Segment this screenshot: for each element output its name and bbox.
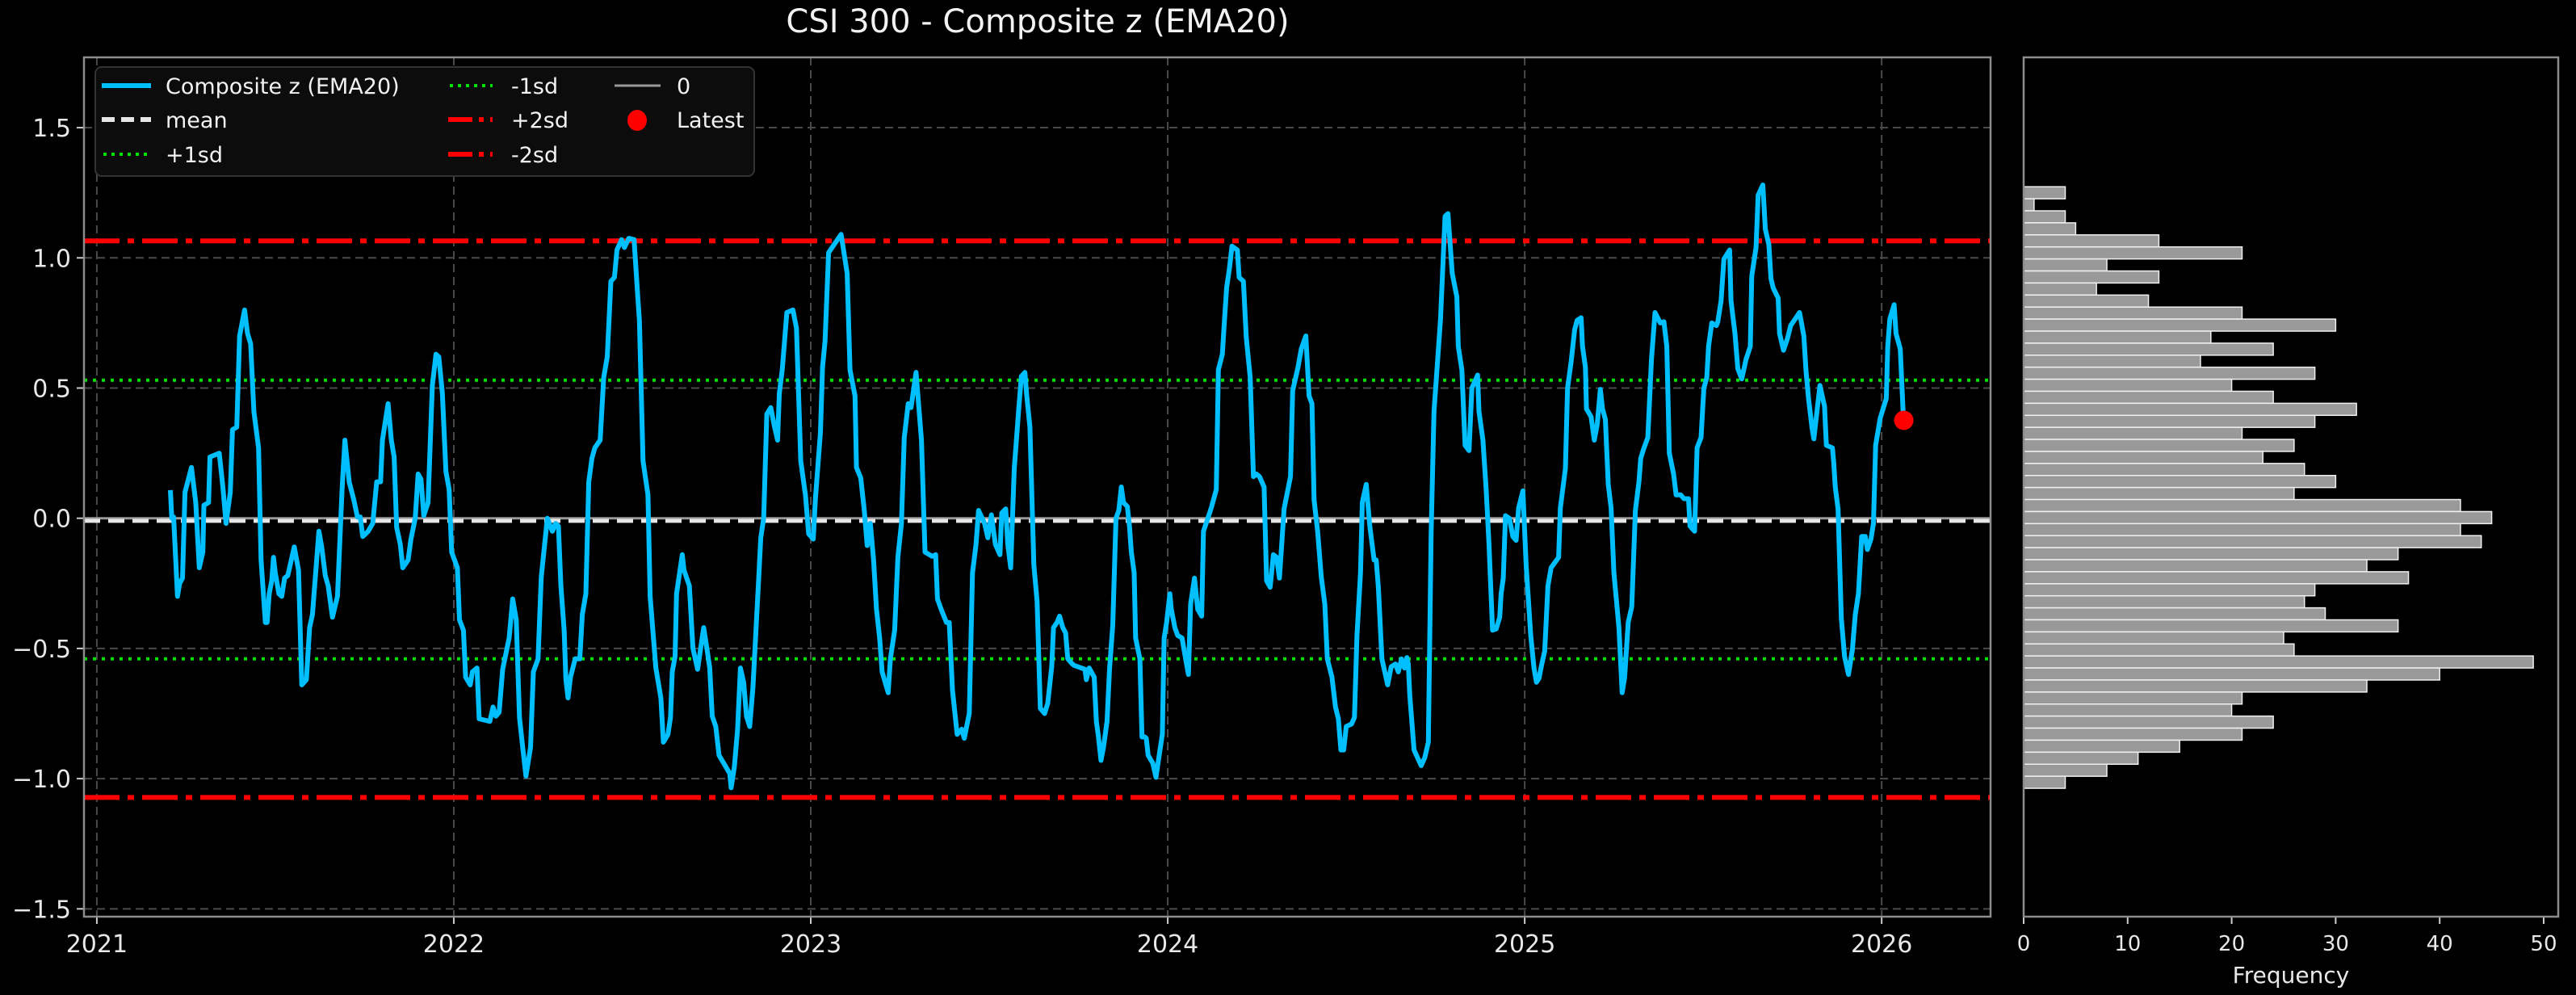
histogram-bar — [2023, 426, 2243, 440]
histogram-bar — [2023, 547, 2399, 560]
histogram-bar — [2023, 535, 2482, 548]
histogram-bar — [2023, 510, 2493, 525]
histogram-bar — [2023, 775, 2066, 789]
legend: Composite z (EMA20) mean +1sd -1sd +2sd … — [94, 66, 755, 177]
hist-x-tick-label: 20 — [2218, 932, 2245, 956]
hist-x-axis-label: Frequency — [2233, 962, 2350, 989]
legend-label-zero: 0 — [677, 74, 690, 99]
histogram-bar — [2023, 463, 2305, 477]
x-tick-label: 2026 — [1851, 930, 1912, 959]
legend-label-plus-2sd: +2sd — [511, 108, 568, 133]
y-tick-label: −1.0 — [12, 766, 71, 794]
histogram-bar — [2023, 366, 2316, 380]
histogram-bar — [2023, 739, 2180, 754]
histogram-bar — [2023, 402, 2357, 417]
histogram-bar — [2023, 619, 2399, 633]
histogram-bar — [2023, 486, 2295, 501]
hist-x-tick-label: 10 — [2114, 932, 2141, 956]
histogram-bar — [2023, 763, 2108, 777]
histogram-bar — [2023, 691, 2243, 705]
hist-x-tick-label: 40 — [2427, 932, 2453, 956]
histogram-bar — [2023, 342, 2274, 356]
x-tick-label: 2021 — [66, 930, 128, 959]
histogram-bar — [2023, 258, 2108, 272]
x-tick-label: 2022 — [423, 930, 485, 959]
x-tick-label: 2025 — [1494, 930, 1555, 959]
histogram-axes: 0 10 20 30 40 50 Frequency — [2017, 56, 2560, 989]
main-axes: −1.5 −1.0 −0.5 0.0 0.5 1.0 1.5 2021 2022 2023 2024… — [12, 56, 1992, 959]
main-axes-frame — [82, 56, 1992, 918]
legend-label-minus-2sd: -2sd — [511, 143, 558, 168]
legend-label-minus-1sd: -1sd — [511, 74, 558, 99]
legend-handle-latest — [627, 110, 647, 131]
hist-x-tick-label: 0 — [2017, 932, 2031, 956]
histogram-bar — [2023, 355, 2201, 368]
histogram-bar — [2023, 474, 2337, 489]
histogram-bar — [2023, 751, 2139, 766]
x-tick-label: 2024 — [1137, 930, 1198, 959]
histogram-bar — [2023, 703, 2233, 717]
legend-label-plus-1sd: +1sd — [166, 143, 223, 168]
histogram-bar — [2023, 390, 2274, 405]
histogram-bar — [2023, 631, 2284, 645]
chart-title: CSI 300 - Composite z (EMA20) — [786, 3, 1289, 40]
histogram-bar — [2023, 523, 2461, 536]
histogram-bar — [2023, 607, 2326, 621]
histogram-bar — [2023, 583, 2316, 597]
legend-box — [94, 66, 755, 177]
histogram-bar — [2023, 306, 2243, 320]
histogram-bar — [2023, 439, 2295, 452]
histogram-bar — [2023, 270, 2160, 284]
histogram-bar — [2023, 234, 2160, 248]
histogram-bar — [2023, 294, 2150, 308]
histogram-bar — [2023, 715, 2274, 729]
histogram-bar — [2023, 222, 2077, 236]
legend-label-mean: mean — [166, 108, 228, 133]
histogram-axes-frame — [2022, 56, 2560, 918]
histogram-bar — [2023, 282, 2097, 296]
hist-x-tick-label: 50 — [2530, 932, 2557, 956]
y-tick-label: 1.0 — [32, 245, 71, 273]
series-line-composite-z — [168, 183, 1907, 791]
histogram-bar — [2023, 498, 2461, 513]
y-tick-label: −1.5 — [12, 896, 71, 924]
histogram-bar — [2023, 378, 2233, 393]
y-tick-label: −0.5 — [12, 636, 71, 664]
histogram-bar — [2023, 210, 2066, 224]
histogram-bar — [2023, 198, 2035, 212]
x-tick-label: 2023 — [780, 930, 841, 959]
histogram-bar — [2023, 559, 2368, 573]
histogram-bar — [2023, 330, 2212, 344]
histogram-bar — [2023, 246, 2243, 260]
histogram-bar — [2023, 643, 2295, 657]
y-tick-label: 0.5 — [32, 375, 71, 403]
histogram-bar — [2023, 571, 2410, 585]
legend-label-latest: Latest — [677, 108, 744, 133]
histogram-bar — [2023, 667, 2440, 681]
histogram-bar — [2023, 655, 2534, 669]
histogram-bar — [2023, 414, 2316, 428]
histogram-bar — [2023, 727, 2243, 741]
hist-x-tick-label: 30 — [2322, 932, 2349, 956]
histogram-bar — [2023, 186, 2066, 199]
y-tick-label: 1.5 — [32, 115, 71, 143]
histogram-bar — [2023, 594, 2305, 609]
histogram-bar — [2023, 451, 2263, 464]
histogram-bar — [2023, 679, 2368, 693]
histogram-bar — [2023, 318, 2337, 332]
latest-marker — [1894, 410, 1914, 430]
y-tick-label: 0.0 — [32, 506, 71, 534]
legend-label-series: Composite z (EMA20) — [166, 74, 400, 99]
